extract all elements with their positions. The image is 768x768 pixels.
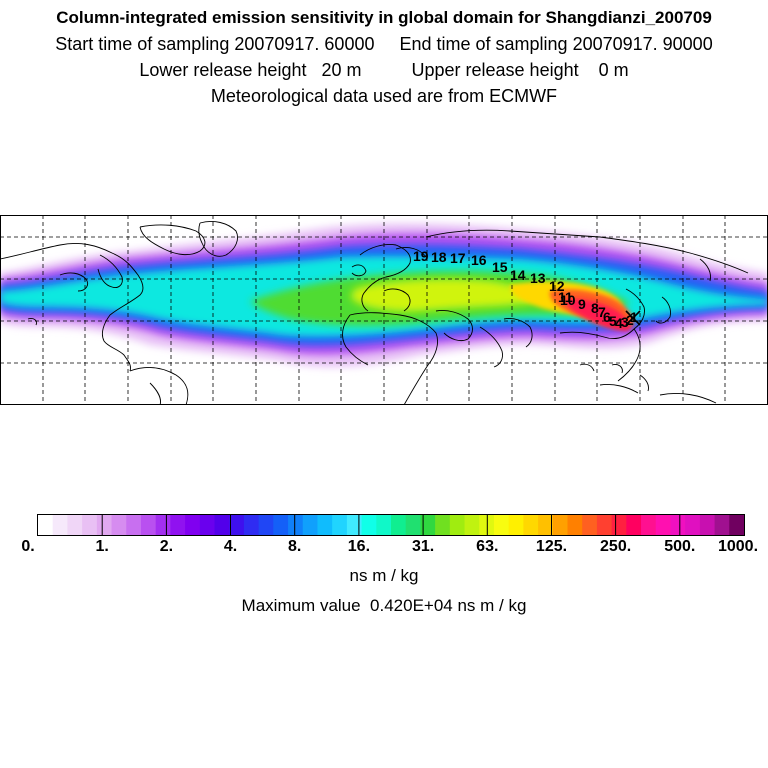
colorbar-cell [96, 515, 113, 535]
colorbar-cell [82, 515, 98, 535]
colorbar-cell [596, 515, 613, 535]
traj-label-3: 3 [621, 314, 629, 330]
meteo-data-line: Meteorological data used are from ECMWF [210, 86, 558, 106]
colorbar-cell [273, 515, 289, 535]
colorbar-cell [699, 515, 716, 535]
colorbar-cell [243, 515, 260, 535]
colorbar-cell [729, 515, 745, 535]
colorbar-cell [376, 515, 392, 535]
coastlines [1, 220, 749, 404]
colorbar-cell [670, 515, 686, 535]
colorbar-cell [67, 515, 83, 535]
colorbar-cell [405, 515, 422, 535]
colorbar-tick-label: 0. [21, 538, 35, 555]
colorbar-frame [37, 514, 745, 536]
colorbar-cell [140, 515, 157, 535]
colorbar-cell [258, 515, 274, 535]
graticule [0, 215, 768, 405]
colorbar-cell [582, 515, 598, 535]
colorbar-cell [523, 515, 539, 535]
traj-label-19: 19 [413, 248, 429, 264]
colorbar-cell [714, 515, 730, 535]
colorbar [37, 514, 745, 536]
colorbar-cell [302, 515, 319, 535]
traj-label-15: 15 [492, 259, 508, 275]
colorbar-cell [155, 515, 171, 535]
traj-label-10: 10 [560, 292, 576, 308]
colorbar-cell [641, 515, 657, 535]
traj-label-18: 18 [431, 249, 447, 265]
colorbar-cell [435, 515, 451, 535]
colorbar-cell [449, 515, 466, 535]
colorbar-cell [229, 515, 245, 535]
colorbar-cell [361, 515, 377, 535]
colorbar-cell [391, 515, 407, 535]
colorbar-tick-label: 2. [159, 538, 174, 555]
station-marker [625, 310, 641, 326]
traj-label-4: 4 [615, 315, 623, 331]
colorbar-cell [508, 515, 524, 535]
colorbar-cell [346, 515, 363, 535]
traj-label-7: 7 [598, 304, 606, 320]
colorbar-cell [538, 515, 554, 535]
traj-label-8: 8 [591, 300, 599, 316]
colorbar-cell [552, 515, 569, 535]
colorbar-tick-label: 250. [600, 538, 632, 555]
colorbar-tick-label: 31. [411, 538, 435, 555]
colorbar-cell [567, 515, 583, 535]
traj-label-13: 13 [530, 270, 546, 286]
colorbar-cell [317, 515, 333, 535]
release-height-line: Lower release height 20 m Upper release … [139, 60, 629, 80]
colorbar-cell [288, 515, 304, 535]
colorbar-tick-label: 63. [476, 538, 499, 555]
colorbar-tick-label: 125. [535, 538, 568, 555]
colorbar-cell [655, 515, 672, 535]
traj-label-14: 14 [510, 267, 526, 283]
colorbar-cell [332, 515, 348, 535]
colorbar-cell [52, 515, 69, 535]
colorbar-cell [611, 515, 627, 535]
traj-label-9: 9 [578, 296, 586, 312]
colorbar-cell [420, 515, 436, 535]
colorbar-tick-label: 8. [288, 538, 302, 555]
colorbar-cells [38, 515, 745, 535]
colorbar-cell [126, 515, 142, 535]
colorbar-cell [493, 515, 510, 535]
colorbar-cell [199, 515, 216, 535]
maximum-value: Maximum value 0.420E+04 ns m / kg [241, 596, 527, 615]
traj-label-11: 11 [558, 289, 573, 305]
colorbar-tick-label: 16. [347, 538, 371, 555]
traj-label-6: 6 [603, 309, 611, 325]
colorbar-cell [464, 515, 480, 535]
colorbar-tick-label: 1. [95, 538, 109, 555]
traj-label-5: 5 [609, 313, 617, 329]
sampling-time-line: Start time of sampling 20070917. 60000 E… [55, 34, 713, 54]
colorbar-cell [38, 515, 54, 535]
colorbar-tick-label: 1000. [717, 538, 759, 555]
colorbar-unit: ns m / kg [349, 566, 419, 585]
colorbar-cell [111, 515, 127, 535]
colorbar-cell [170, 515, 186, 535]
trajectory-labels: 19 18 17 16 15 14 13 12 11 10 9 8 7 6 5 … [413, 248, 638, 331]
sensitivity-map: 19 18 17 16 15 14 13 12 11 10 9 8 7 6 5 … [0, 215, 768, 405]
colorbar-tick-label: 500. [664, 538, 696, 555]
traj-label-16: 16 [471, 252, 487, 268]
map-title: Column-integrated emission sensitivity i… [56, 8, 712, 27]
colorbar-cell [626, 515, 642, 535]
traj-label-12: 12 [549, 278, 565, 294]
colorbar-cell [685, 515, 701, 535]
colorbar-cell [185, 515, 201, 535]
colorbar-tick-label: 4. [223, 538, 238, 555]
traj-label-17: 17 [450, 250, 466, 266]
colorbar-dividers [101, 515, 681, 535]
colorbar-cell [214, 515, 230, 535]
